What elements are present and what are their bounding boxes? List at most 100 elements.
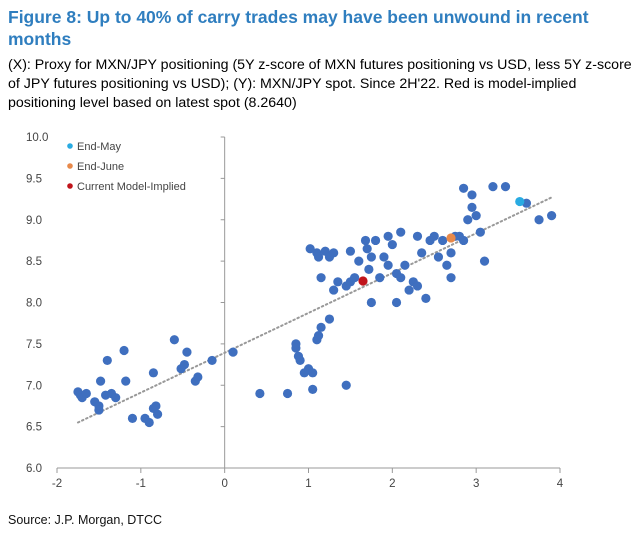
data-point bbox=[148, 368, 159, 378]
point-current-model-implied bbox=[358, 276, 368, 286]
data-point bbox=[396, 227, 406, 237]
data-point bbox=[442, 260, 452, 270]
data-point bbox=[316, 322, 326, 332]
data-point bbox=[333, 277, 343, 287]
data-point bbox=[412, 231, 423, 241]
y-tick-label: 10.0 bbox=[26, 132, 48, 144]
data-point bbox=[467, 202, 477, 212]
data-point bbox=[370, 235, 381, 246]
data-point bbox=[316, 273, 326, 283]
data-point bbox=[458, 183, 469, 193]
data-point bbox=[421, 293, 431, 303]
y-tick-label: 6.0 bbox=[26, 463, 42, 475]
data-point bbox=[471, 211, 481, 221]
data-point bbox=[446, 248, 456, 258]
data-point bbox=[364, 264, 374, 274]
x-tick-label: 0 bbox=[221, 478, 227, 490]
data-point bbox=[329, 285, 339, 295]
y-tick-label: 9.5 bbox=[26, 173, 42, 185]
data-point bbox=[308, 384, 318, 394]
data-point bbox=[151, 401, 161, 411]
legend-marker bbox=[67, 183, 73, 189]
data-point bbox=[404, 285, 414, 295]
data-point bbox=[475, 227, 485, 237]
point-end-june bbox=[446, 233, 456, 243]
source-note: Source: J.P. Morgan, DTCC bbox=[8, 513, 162, 527]
data-point bbox=[94, 405, 104, 415]
data-point bbox=[534, 215, 544, 225]
data-point bbox=[366, 252, 376, 262]
x-tick-label: 1 bbox=[305, 478, 311, 490]
data-point bbox=[458, 235, 469, 246]
data-point bbox=[179, 359, 190, 370]
data-point bbox=[169, 335, 179, 345]
data-point bbox=[102, 355, 112, 366]
x-tick-label: -1 bbox=[136, 478, 146, 490]
data-point bbox=[153, 409, 163, 419]
y-tick-label: 8.5 bbox=[26, 256, 42, 268]
legend-marker bbox=[67, 143, 73, 149]
data-point bbox=[446, 273, 456, 283]
trendline-path bbox=[76, 196, 553, 424]
axes: -2 -1 0 1 2 3 4 6.0 6.5 7.0 7.5 8.0 8.5 9.0 9.5 10.0 bbox=[26, 132, 564, 490]
data-point bbox=[345, 246, 356, 256]
data-point bbox=[379, 252, 389, 262]
data-point bbox=[362, 244, 372, 254]
scatter-chart: -2 -1 0 1 2 3 4 6.0 6.5 7.0 7.5 8.0 8.5 9.0 9.5 10.0 En… bbox=[26, 132, 564, 490]
data-point bbox=[182, 347, 192, 357]
legend-label: End-May bbox=[77, 141, 122, 153]
data-point bbox=[375, 273, 385, 283]
data-point bbox=[391, 297, 402, 308]
data-point bbox=[228, 347, 238, 357]
data-point bbox=[127, 413, 138, 423]
data-point bbox=[463, 215, 473, 225]
data-point bbox=[417, 248, 427, 258]
data-point bbox=[383, 231, 393, 241]
y-tick-label: 7.5 bbox=[26, 339, 42, 351]
point-end-may bbox=[515, 196, 525, 207]
legend-label: Current Model-Implied bbox=[77, 181, 186, 193]
data-point bbox=[341, 380, 351, 390]
data-point bbox=[291, 339, 301, 349]
data-point bbox=[488, 182, 498, 192]
y-tick-label: 6.5 bbox=[26, 422, 42, 434]
legend-label: End-June bbox=[77, 161, 124, 173]
y-tick-label: 9.0 bbox=[26, 215, 42, 227]
data-point bbox=[387, 239, 397, 250]
data-point bbox=[329, 248, 339, 258]
chart-title: Figure 8: Up to 40% of carry trades may … bbox=[8, 7, 589, 49]
data-point bbox=[433, 252, 444, 262]
data-point bbox=[366, 297, 376, 308]
chart-subtitle: (X): Proxy for MXN/JPY positioning (5Y z… bbox=[8, 57, 632, 111]
data-point bbox=[400, 260, 410, 270]
data-point bbox=[119, 345, 129, 356]
data-point bbox=[500, 182, 511, 192]
data-point bbox=[295, 355, 305, 366]
data-point bbox=[547, 211, 557, 221]
y-tick-label: 8.0 bbox=[26, 298, 42, 310]
data-point bbox=[429, 231, 439, 241]
data-point bbox=[467, 190, 477, 200]
data-point bbox=[479, 256, 490, 266]
trendline bbox=[76, 196, 553, 424]
data-point bbox=[396, 273, 406, 283]
data-point bbox=[81, 388, 91, 399]
data-point bbox=[354, 256, 364, 266]
data-points bbox=[73, 182, 557, 428]
data-point bbox=[412, 281, 423, 291]
data-point bbox=[193, 372, 203, 382]
legend-marker bbox=[67, 163, 73, 169]
data-point bbox=[383, 260, 393, 270]
data-point bbox=[438, 235, 448, 246]
data-point bbox=[207, 355, 217, 366]
x-tick-label: 4 bbox=[557, 478, 564, 490]
data-point bbox=[313, 252, 324, 262]
data-point bbox=[121, 376, 131, 386]
data-point bbox=[95, 376, 106, 386]
legend: End-May End-June Current Model-Implied bbox=[67, 141, 186, 193]
data-point bbox=[308, 368, 318, 378]
x-tick-label: 3 bbox=[473, 478, 479, 490]
data-point bbox=[350, 273, 360, 283]
x-tick-label: 2 bbox=[389, 478, 395, 490]
data-point bbox=[360, 235, 371, 246]
